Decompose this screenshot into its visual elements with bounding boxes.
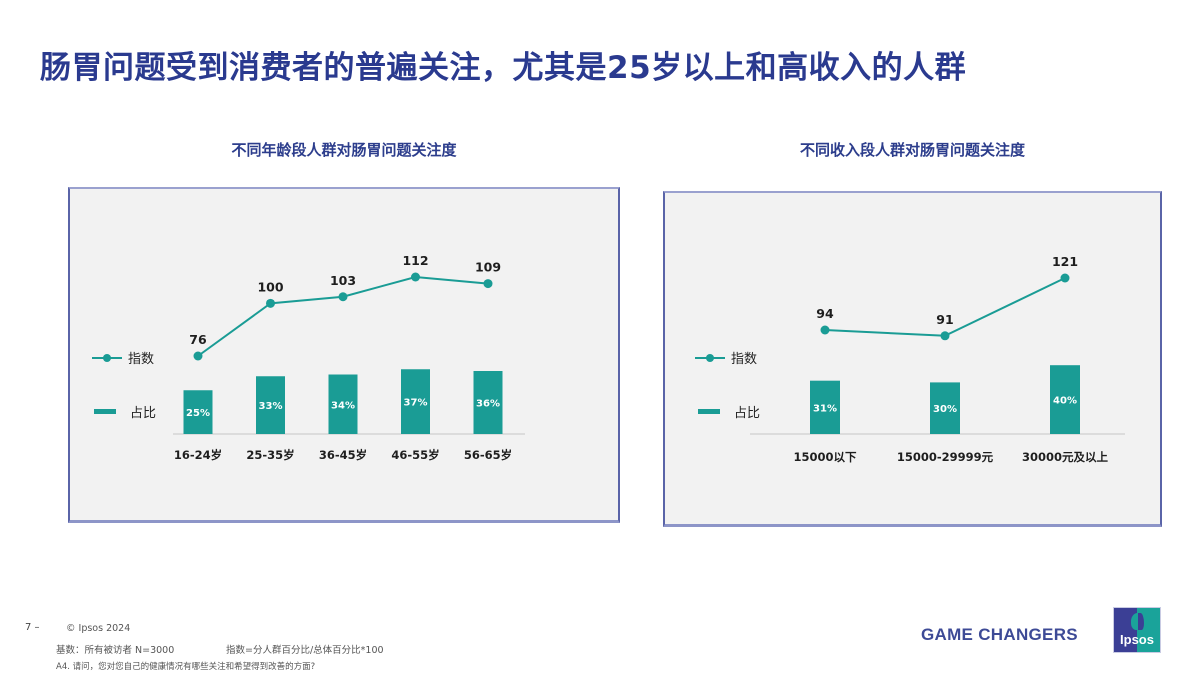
line-value-label: 76 xyxy=(189,332,207,347)
category-label: 56-65岁 xyxy=(464,448,512,462)
line-value-label: 103 xyxy=(330,273,356,288)
logo-wordmark: Ipsos xyxy=(1120,632,1154,647)
category-label: 46-55岁 xyxy=(391,448,439,462)
bar: 30% xyxy=(930,382,960,434)
legend-share-label: 占比 xyxy=(130,406,157,421)
category-label: 25-35岁 xyxy=(246,448,294,462)
brand-tagline: GAME CHANGERS xyxy=(921,625,1078,644)
category-label: 16-24岁 xyxy=(174,448,222,462)
category-label: 30000元及以上 xyxy=(1022,450,1109,464)
ipsos-logo: Ipsos xyxy=(1113,607,1161,653)
bar: 34% xyxy=(328,374,358,434)
age-chart-title: 不同年龄段人群对肠胃问题关注度 xyxy=(231,141,457,159)
category-label: 15000-29999元 xyxy=(897,450,994,464)
base-note: 基数：所有被访者 N=3000 xyxy=(56,645,175,656)
age-combo-chart: 25% 33% 34% 37% 36% 76 100 103 112 109 16-24岁 25-35… xyxy=(173,253,525,462)
copyright: © Ipsos 2024 xyxy=(66,623,131,634)
bar: 37% xyxy=(401,369,430,434)
bar: 25% xyxy=(183,390,213,434)
bar-value-label: 33% xyxy=(259,401,283,412)
line-point: 94 xyxy=(816,306,834,335)
question-note: A4. 请问，您对您自己的健康情况有哪些关注和希望得到改善的方面? xyxy=(56,662,316,672)
line-marker-icon xyxy=(92,353,122,363)
legend-index: 指数 xyxy=(695,348,757,367)
line-point: 76 xyxy=(189,332,207,361)
line-point: 112 xyxy=(402,253,429,282)
line-value-label: 121 xyxy=(1052,254,1078,269)
legend-share: 占比 xyxy=(698,402,760,421)
legend-share-label: 占比 xyxy=(734,406,761,421)
page-number: 7 – xyxy=(25,622,40,633)
line-value-label: 109 xyxy=(475,260,501,275)
index-note: 指数=分人群百分比/总体百分比*100 xyxy=(226,645,384,656)
income-chart-title: 不同收入段人群对肠胃问题关注度 xyxy=(799,141,1025,159)
logo-head-shade xyxy=(1138,613,1144,630)
line-point: 121 xyxy=(1052,254,1078,283)
bar-value-label: 37% xyxy=(404,398,428,409)
bar: 31% xyxy=(810,380,840,434)
income-combo-chart: 31% 30% 40% 94 91 121 15000以下 15000-29999元 30000… xyxy=(750,254,1125,464)
category-label: 36-45岁 xyxy=(319,448,367,462)
bar-value-label: 31% xyxy=(813,403,837,414)
line-value-label: 100 xyxy=(257,279,283,294)
legend-index-label: 指数 xyxy=(731,352,758,367)
line-point: 109 xyxy=(475,260,501,289)
bar-value-label: 30% xyxy=(933,404,957,415)
legend-index-label: 指数 xyxy=(128,352,155,367)
bar-value-label: 36% xyxy=(476,399,500,410)
line-value-label: 112 xyxy=(402,253,428,268)
bar-value-label: 34% xyxy=(331,400,355,411)
line-point: 103 xyxy=(330,273,356,302)
legend-share: 占比 xyxy=(94,402,156,421)
bar-value-label: 40% xyxy=(1053,396,1077,407)
line-value-label: 94 xyxy=(816,306,834,321)
legend-dot xyxy=(706,353,714,362)
bar-marker-icon xyxy=(698,409,720,414)
bar: 40% xyxy=(1050,365,1080,434)
bar: 33% xyxy=(256,376,285,434)
bar-value-label: 25% xyxy=(186,408,210,419)
income-chart-panel: 指数 占比 31% 30% 40% 94 91 121 15000以下 15000-29999… xyxy=(663,191,1162,527)
line-point: 100 xyxy=(257,279,284,308)
line-marker-icon xyxy=(695,353,725,363)
bar-marker-icon xyxy=(94,409,116,414)
category-label: 15000以下 xyxy=(793,450,857,464)
age-chart-panel: 指数 占比 25% 33% 34% 37% 36% 76 100 103 112 109 16-24… xyxy=(68,187,620,523)
bar: 36% xyxy=(473,371,503,434)
slide-title: 肠胃问题受到消费者的普遍关注，尤其是25岁以上和高收入的人群 xyxy=(40,50,967,86)
line-point: 91 xyxy=(936,312,954,341)
legend-dot xyxy=(103,353,111,362)
legend-index: 指数 xyxy=(92,348,154,367)
line-value-label: 91 xyxy=(936,312,953,327)
